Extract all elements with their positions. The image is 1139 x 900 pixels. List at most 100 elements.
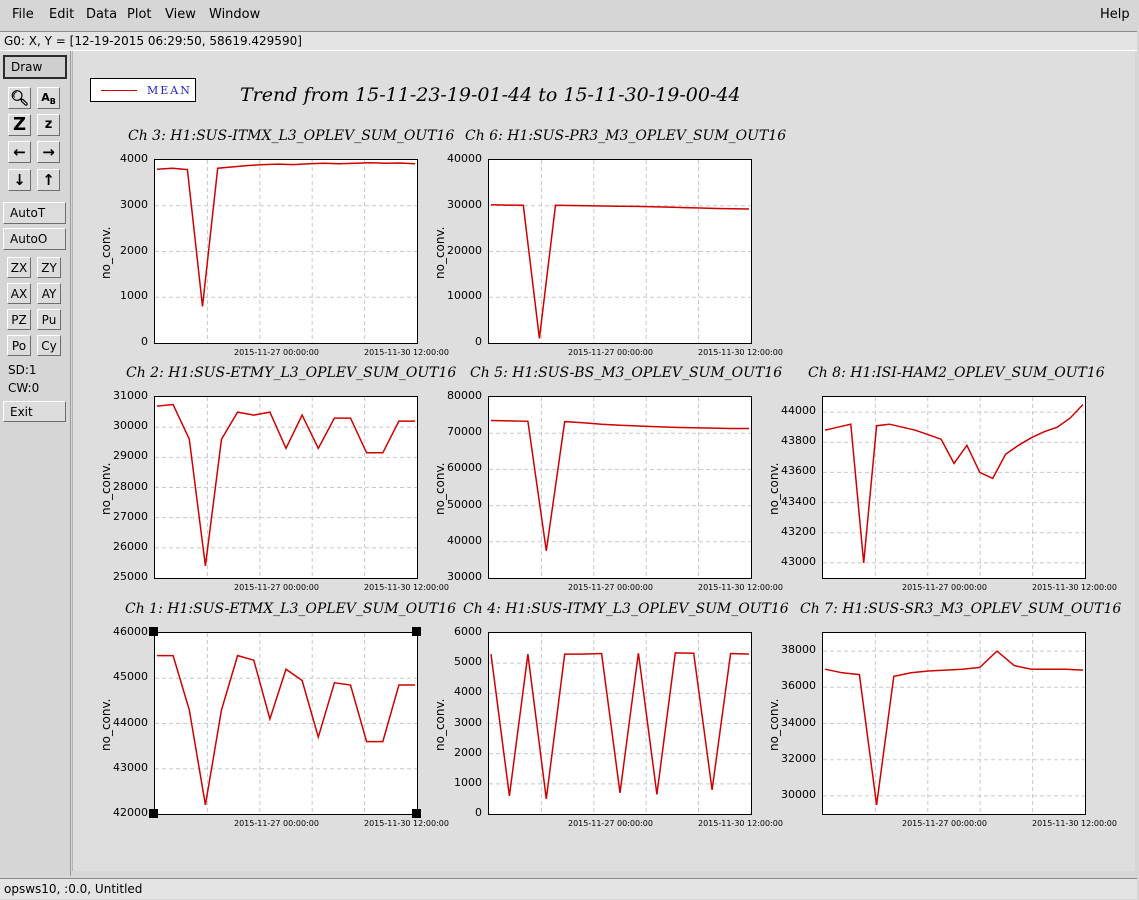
y-tick-label: 6000 [454, 625, 482, 638]
y-tick-label: 60000 [447, 461, 482, 475]
zy-button[interactable]: ZY [37, 257, 61, 278]
y-tick-label: 30000 [113, 419, 148, 433]
plot-box[interactable] [822, 632, 1086, 815]
y-tick-label: 45000 [113, 670, 148, 684]
y-axis-label: no_conv. [433, 462, 447, 515]
plot-box[interactable] [488, 632, 752, 815]
y-tick-label: 4000 [454, 685, 482, 699]
y-tick-label: 30000 [447, 570, 482, 583]
menu-edit[interactable]: Edit [49, 7, 75, 22]
plot-svg [489, 160, 751, 343]
autoo-button[interactable]: AutoO [3, 228, 66, 250]
menu-plot[interactable]: Plot [127, 7, 152, 22]
plot-box[interactable] [154, 159, 418, 344]
y-tick-label: 38000 [781, 643, 816, 657]
plot-box[interactable] [822, 396, 1086, 579]
y-tick-label: 10000 [447, 289, 482, 303]
y-tick-label: 0 [475, 806, 482, 819]
x-tick-label: 2015-11-27 00:00:00 [234, 583, 319, 592]
y-tick-label: 28000 [113, 479, 148, 493]
y-tick-label: 5000 [454, 655, 482, 669]
coordinate-readout: G0: X, Y = [12-19-2015 06:29:50, 58619.4… [4, 34, 302, 48]
y-tick-label: 36000 [781, 679, 816, 693]
label-ab-icon[interactable]: AB [37, 87, 60, 109]
ax-button[interactable]: AX [7, 283, 31, 304]
autot-button[interactable]: AutoT [3, 202, 66, 224]
y-tick-label: 20000 [447, 243, 482, 257]
series-line [490, 419, 749, 551]
x-tick-label: 2015-11-27 00:00:00 [568, 348, 653, 357]
x-tick-label: 2015-11-30 12:00:00 [364, 819, 449, 828]
plot-svg [489, 397, 751, 578]
draw-button[interactable]: Draw [3, 55, 67, 79]
selection-handle[interactable] [149, 627, 158, 636]
series-line [490, 652, 750, 799]
sd-readout: SD:1 [8, 363, 37, 377]
magnifier-icon[interactable]: 🔍︎ [8, 87, 31, 109]
menu-data[interactable]: Data [86, 7, 118, 22]
plot-svg [155, 633, 417, 814]
pz-button[interactable]: PZ [7, 309, 31, 330]
series-line [157, 654, 415, 806]
exit-button[interactable]: Exit [3, 401, 66, 422]
y-tick-label: 70000 [447, 425, 482, 439]
zoom-z-large-icon[interactable]: Z [8, 114, 31, 136]
plot-title: Ch 2: H1:SUS-ETMY_L3_OPLEV_SUM_OUT16 [126, 365, 457, 381]
y-tick-label: 26000 [113, 539, 148, 553]
ay-button[interactable]: AY [37, 283, 61, 304]
selection-handle[interactable] [412, 627, 421, 636]
y-tick-label: 43400 [781, 494, 816, 508]
plot-box[interactable] [488, 396, 752, 579]
y-tick-label: 42000 [113, 806, 148, 819]
x-tick-label: 2015-11-30 12:00:00 [698, 819, 783, 828]
series-line [824, 650, 1084, 805]
x-tick-label: 2015-11-27 00:00:00 [568, 583, 653, 592]
y-tick-label: 0 [475, 335, 482, 348]
menu-file[interactable]: File [12, 7, 34, 22]
y-axis-label: no_conv. [767, 462, 781, 515]
arrow-down-icon[interactable]: ↓ [8, 169, 31, 191]
po-button[interactable]: Po [7, 335, 31, 356]
x-tick-label: 2015-11-27 00:00:00 [902, 819, 987, 828]
plot-box[interactable] [154, 396, 418, 579]
y-axis-label: no_conv. [99, 462, 113, 515]
pu-button[interactable]: Pu [37, 309, 61, 330]
legend-label: MEAN [147, 84, 192, 97]
arrow-left-icon[interactable]: ← [8, 141, 31, 163]
menu-view[interactable]: View [165, 7, 196, 22]
arrow-right-icon[interactable]: → [37, 141, 60, 163]
y-tick-label: 50000 [447, 497, 482, 511]
zoom-z-small-icon[interactable]: z [37, 114, 60, 136]
arrow-up-icon[interactable]: ↑ [37, 169, 60, 191]
y-tick-label: 1000 [454, 775, 482, 789]
x-tick-label: 2015-11-27 00:00:00 [234, 348, 319, 357]
plot-title: Ch 7: H1:SUS-SR3_M3_OPLEV_SUM_OUT16 [800, 601, 1122, 617]
status-text: opsws10, :0.0, Untitled [4, 882, 143, 896]
plot-title: Ch 6: H1:SUS-PR3_M3_OPLEV_SUM_OUT16 [465, 128, 787, 144]
y-tick-label: 3000 [454, 715, 482, 729]
zx-button[interactable]: ZX [7, 257, 31, 278]
plot-svg [489, 633, 751, 814]
plot-svg [823, 397, 1085, 578]
y-axis-label: no_conv. [767, 698, 781, 751]
y-tick-label: 2000 [120, 243, 148, 257]
menu-help[interactable]: Help [1100, 7, 1130, 22]
plot-box[interactable] [488, 159, 752, 344]
y-tick-label: 0 [141, 335, 148, 348]
series-line [156, 161, 416, 307]
cw-readout: CW:0 [8, 381, 40, 395]
menu-bar: File Edit Data Plot View Window Help [0, 0, 1139, 30]
x-tick-label: 2015-11-27 00:00:00 [902, 583, 987, 592]
x-tick-label: 2015-11-30 12:00:00 [1032, 583, 1117, 592]
x-tick-label: 2015-11-30 12:00:00 [1032, 819, 1117, 828]
menu-window[interactable]: Window [209, 7, 261, 22]
x-tick-label: 2015-11-27 00:00:00 [234, 819, 319, 828]
legend: MEAN [90, 78, 196, 102]
y-tick-label: 44000 [113, 715, 148, 729]
selection-handle[interactable] [412, 809, 421, 818]
selection-handle[interactable] [149, 809, 158, 818]
cy-button[interactable]: Cy [37, 335, 61, 356]
plot-box[interactable] [154, 632, 418, 815]
coordinate-readout-bar: G0: X, Y = [12-19-2015 06:29:50, 58619.4… [0, 31, 1137, 51]
legend-swatch [101, 90, 137, 91]
